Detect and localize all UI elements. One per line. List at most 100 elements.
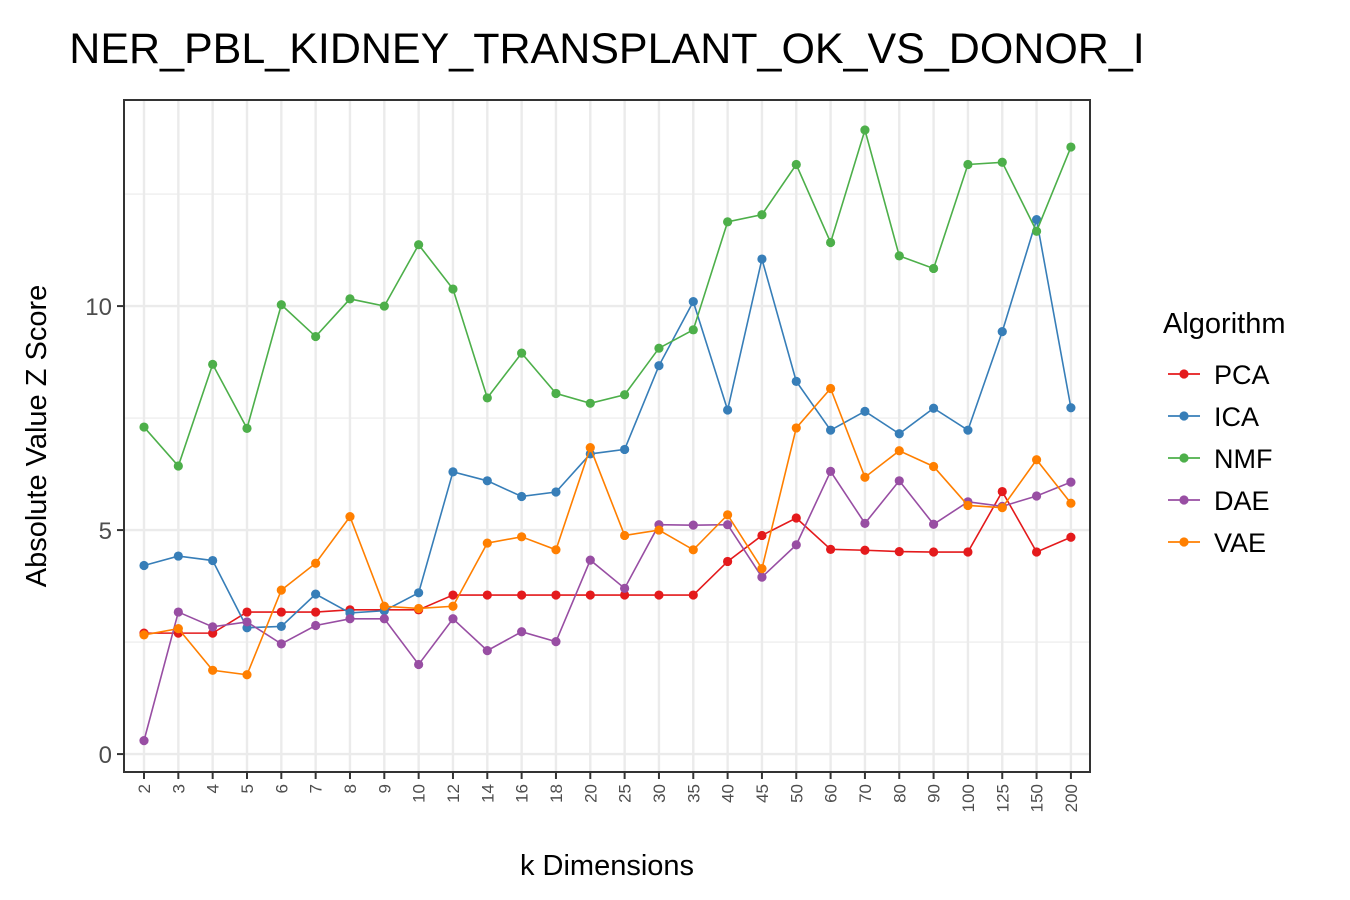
legend-key-point xyxy=(1179,369,1189,379)
data-point-dae xyxy=(517,627,527,637)
x-tick-label: 35 xyxy=(684,784,703,803)
data-point-vae xyxy=(448,601,458,611)
data-point-pca xyxy=(620,590,630,600)
data-point-nmf xyxy=(208,359,218,369)
x-tick-label: 90 xyxy=(925,784,944,803)
series-vae xyxy=(139,383,1076,680)
data-point-ica xyxy=(139,560,149,571)
series-line-ica xyxy=(143,219,1072,629)
data-point-pca xyxy=(723,556,733,567)
data-point-pca xyxy=(551,590,561,600)
legend-label: DAE xyxy=(1214,486,1270,516)
legend-key-point xyxy=(1179,411,1189,421)
data-point-nmf xyxy=(448,284,458,294)
series-nmf xyxy=(139,125,1076,471)
data-point-pca xyxy=(242,607,252,617)
data-point-dae xyxy=(688,520,698,530)
legend-item-vae: VAE xyxy=(1168,528,1266,558)
data-point-ica xyxy=(928,403,939,413)
data-point-pca xyxy=(448,590,458,600)
legend: Algorithm PCA ICA NMF DAE VAE xyxy=(1163,308,1286,558)
x-tick-label: 2 xyxy=(135,784,154,793)
data-point-ica xyxy=(688,297,698,307)
data-point-vae xyxy=(757,564,767,574)
x-tick-label: 7 xyxy=(307,784,326,793)
data-point-vae xyxy=(963,500,973,511)
legend-label: VAE xyxy=(1214,528,1266,558)
data-point-vae xyxy=(379,601,389,611)
data-point-nmf xyxy=(173,461,183,471)
x-tick-label: 40 xyxy=(719,784,738,803)
x-tick-label: 70 xyxy=(856,784,875,803)
data-point-dae xyxy=(414,659,424,670)
data-point-pca xyxy=(826,544,836,554)
data-point-vae xyxy=(620,530,630,541)
data-point-vae xyxy=(928,461,939,472)
series-dae xyxy=(139,466,1076,746)
series-line-vae xyxy=(143,386,1072,676)
x-tick-label: 8 xyxy=(341,784,360,793)
data-point-nmf xyxy=(139,422,149,432)
legend-label: NMF xyxy=(1214,444,1272,474)
data-point-ica xyxy=(860,406,870,416)
legend-item-nmf: NMF xyxy=(1168,444,1272,474)
data-point-nmf xyxy=(1066,142,1076,152)
data-point-ica xyxy=(1031,215,1042,225)
x-tick-label: 125 xyxy=(993,784,1012,812)
series-lines xyxy=(139,125,1076,746)
data-point-nmf xyxy=(860,125,870,135)
data-point-pca xyxy=(311,607,321,617)
data-point-vae xyxy=(1031,455,1042,465)
data-point-nmf xyxy=(894,251,904,261)
data-point-vae xyxy=(723,510,733,520)
data-point-nmf xyxy=(482,393,492,403)
data-point-pca xyxy=(517,590,527,600)
data-point-dae xyxy=(757,572,767,582)
data-point-nmf xyxy=(379,301,389,311)
data-point-pca xyxy=(757,530,767,541)
data-point-vae xyxy=(1066,498,1076,508)
x-tick-label: 10 xyxy=(410,784,429,803)
series-ica xyxy=(139,215,1076,633)
data-point-nmf xyxy=(654,343,664,353)
data-point-ica xyxy=(517,491,527,502)
x-tick-label: 45 xyxy=(753,784,772,803)
data-point-nmf xyxy=(345,294,355,304)
data-point-pca xyxy=(1031,547,1042,557)
data-point-nmf xyxy=(276,300,286,310)
data-point-ica xyxy=(620,444,630,455)
data-point-ica xyxy=(826,425,836,435)
data-point-ica xyxy=(173,551,183,561)
series-line-pca xyxy=(144,489,1072,634)
data-point-vae xyxy=(654,525,664,535)
x-tick-label: 50 xyxy=(787,784,806,803)
data-point-pca xyxy=(276,607,286,617)
x-tick-label: 12 xyxy=(444,784,463,803)
data-point-vae xyxy=(482,538,492,548)
x-tick-label: 16 xyxy=(513,784,532,803)
data-point-nmf xyxy=(997,157,1007,167)
data-point-vae xyxy=(517,532,527,542)
legend-item-pca: PCA xyxy=(1168,360,1270,390)
x-tick-label: 3 xyxy=(169,784,188,793)
x-tick-label: 60 xyxy=(822,784,841,803)
y-axis-title: Absolute Value Z Score xyxy=(21,285,53,588)
legend-key-point xyxy=(1179,495,1189,505)
data-point-ica xyxy=(654,361,664,371)
y-tick-label: 10 xyxy=(85,294,112,321)
data-point-vae xyxy=(345,512,355,522)
data-point-nmf xyxy=(551,388,561,399)
data-point-ica xyxy=(482,476,492,486)
data-point-nmf xyxy=(242,423,252,433)
data-point-vae xyxy=(311,558,321,568)
data-point-vae xyxy=(208,665,218,675)
data-point-dae xyxy=(620,583,630,593)
data-point-vae xyxy=(242,670,252,680)
x-tick-label: 14 xyxy=(478,784,497,803)
data-point-dae xyxy=(448,614,458,624)
legend-item-dae: DAE xyxy=(1168,486,1270,516)
data-point-dae xyxy=(894,476,904,486)
data-point-ica xyxy=(894,429,904,439)
